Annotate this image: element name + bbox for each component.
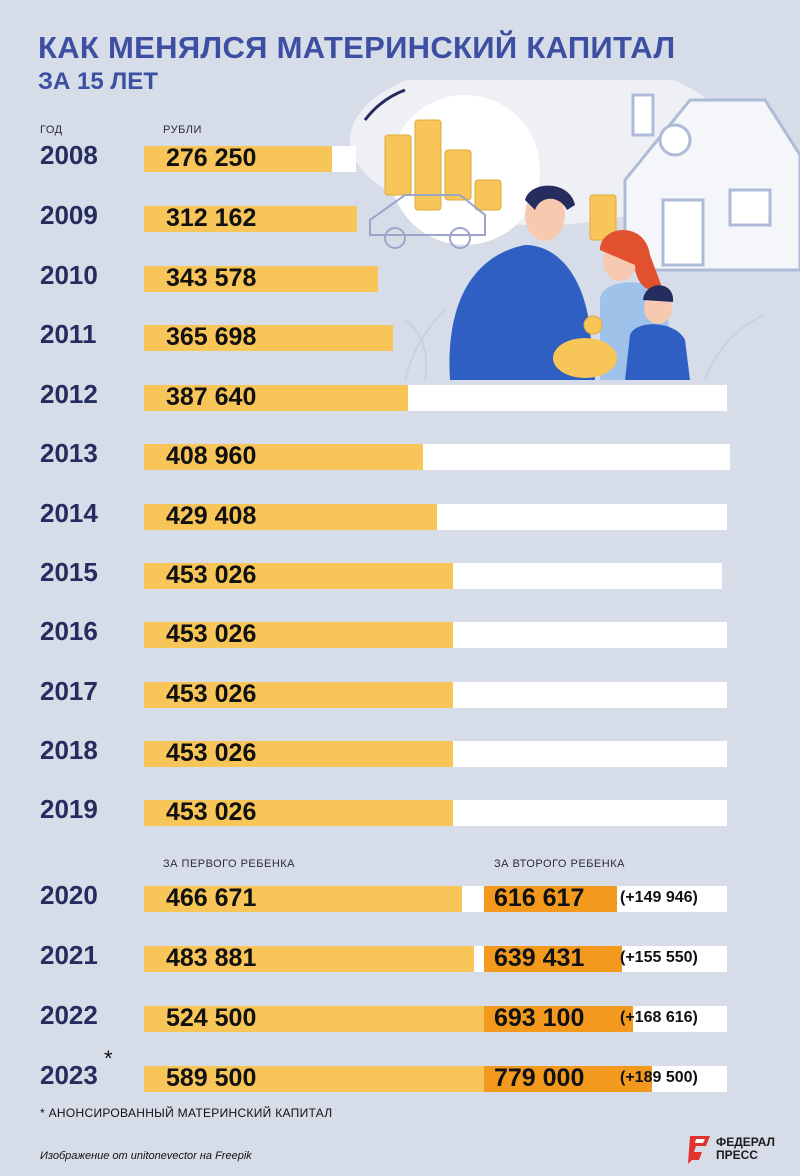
bar-first-child [144, 1066, 546, 1092]
bar-first-child [144, 206, 357, 232]
bar-first-child [144, 504, 437, 530]
logo-text: ФЕДЕРАЛ ПРЕСС [716, 1136, 775, 1162]
bar-first-child [144, 563, 453, 589]
bar-first-child [144, 325, 393, 351]
bar-second-child [484, 1066, 652, 1092]
bar-second-child [484, 886, 617, 912]
bar-first-child [144, 1006, 502, 1032]
bar-value-label: 483 881 [166, 944, 257, 972]
bar-value-label: 408 960 [166, 442, 257, 470]
year-header: ГОД [40, 124, 63, 136]
coins-icon [384, 119, 617, 241]
bar-second-value-label: 639 431 [494, 944, 585, 972]
bar-value-label: 524 500 [166, 1004, 257, 1032]
page-subtitle: ЗА 15 ЛЕТ [38, 68, 158, 95]
asterisk-mark: * [104, 1046, 113, 1071]
increase-label: (+168 616) [620, 1009, 698, 1026]
bar-value-label: 453 026 [166, 798, 257, 826]
piggy-bank-icon [553, 338, 617, 378]
bar-second-child [484, 946, 622, 972]
car-icon [369, 194, 486, 249]
bar-first-child [144, 800, 453, 826]
bar-first-child [144, 946, 474, 972]
bar-first-child [144, 682, 453, 708]
year-label: 2020 [40, 880, 98, 910]
bar-first-child [144, 741, 453, 767]
year-label: 2019 [40, 794, 98, 824]
bar-value-label: 387 640 [166, 383, 257, 411]
increase-label: (+149 946) [620, 889, 698, 906]
bar-value-label: 365 698 [166, 323, 257, 351]
logo-line-1: ФЕДЕРАЛ [716, 1135, 775, 1149]
bar-value-label: 276 250 [166, 144, 257, 172]
logo-mark-icon [688, 1136, 710, 1164]
year-label: 2012 [40, 379, 98, 409]
bar-value-label: 343 578 [166, 264, 257, 292]
year-label: 2013 [40, 438, 98, 468]
second-child-header: ЗА ВТОРОГО РЕБЕНКА [494, 858, 625, 870]
bar-first-child [144, 886, 462, 912]
increase-label: (+155 550) [620, 949, 698, 966]
bar-first-child [144, 146, 332, 172]
year-label: 2009 [40, 200, 98, 230]
bar-value-label: 466 671 [166, 884, 257, 912]
family-illustration [350, 80, 800, 381]
first-child-header: ЗА ПЕРВОГО РЕБЕНКА [163, 858, 296, 870]
page-title: КАК МЕНЯЛСЯ МАТЕРИНСКИЙ КАПИТАЛ [38, 30, 676, 65]
year-label: 2016 [40, 616, 98, 646]
house-icon [623, 93, 800, 272]
bar-second-child [484, 1006, 633, 1032]
footnote: * АНОНСИРОВАННЫЙ МАТЕРИНСКИЙ КАПИТАЛ [40, 1106, 333, 1120]
bar-second-value-label: 693 100 [494, 1004, 585, 1032]
bar-second-value-label: 616 617 [494, 884, 585, 912]
year-label: 2008 [40, 140, 98, 170]
bar-first-child [144, 444, 423, 470]
rubles-header: РУБЛИ [163, 124, 202, 136]
year-label: 2011 [40, 319, 97, 349]
bar-value-label: 312 162 [166, 204, 257, 232]
bar-first-child [144, 266, 378, 292]
bar-value-label: 453 026 [166, 561, 257, 589]
bar-value-label: 589 500 [166, 1064, 257, 1092]
bar-value-label: 453 026 [166, 620, 257, 648]
year-label: 2018 [40, 735, 98, 765]
federal-press-logo: ФЕДЕРАЛ ПРЕСС [686, 1134, 776, 1166]
bar-value-label: 453 026 [166, 680, 257, 708]
logo-line-2: ПРЕСС [716, 1148, 758, 1162]
increase-label: (+189 500) [620, 1069, 698, 1086]
bar-second-value-label: 779 000 [494, 1064, 585, 1092]
year-label: 2021 [40, 940, 98, 970]
year-label: 2017 [40, 676, 98, 706]
bar-first-child [144, 385, 408, 411]
family-people-icon [449, 185, 690, 380]
bar-value-label: 453 026 [166, 739, 257, 767]
year-label: 2022 [40, 1000, 98, 1030]
year-label: 2010 [40, 260, 98, 290]
year-label: 2015 [40, 557, 98, 587]
bar-value-label: 429 408 [166, 502, 257, 530]
year-label: 2014 [40, 498, 98, 528]
bar-first-child [144, 622, 453, 648]
image-credit: Изображение от unitonevector на Freepik [40, 1150, 252, 1162]
year-label: 2023 [40, 1060, 98, 1090]
